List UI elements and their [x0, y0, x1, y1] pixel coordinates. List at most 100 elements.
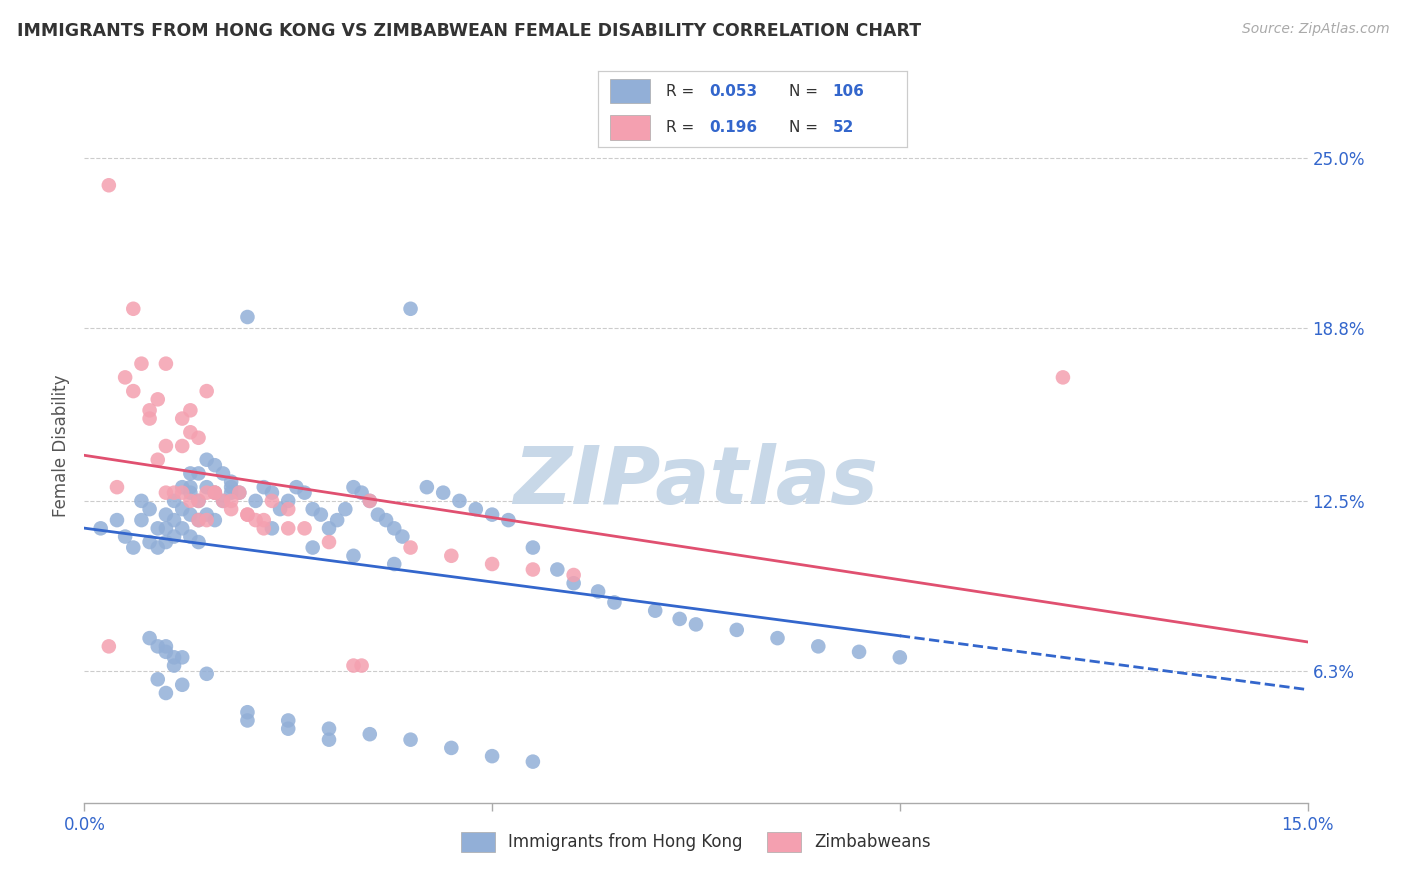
Point — [301, 502, 323, 516]
Point — [522, 562, 544, 576]
Point — [228, 485, 250, 500]
Point — [131, 513, 153, 527]
Point — [440, 549, 463, 563]
Point — [301, 541, 323, 555]
Point — [498, 513, 520, 527]
Point — [668, 612, 690, 626]
Point — [187, 467, 209, 481]
Point — [342, 480, 364, 494]
Point — [219, 480, 242, 494]
Point — [522, 755, 544, 769]
Point — [155, 645, 177, 659]
Point — [522, 541, 544, 555]
Point — [342, 549, 364, 563]
Point — [546, 562, 568, 576]
Point — [195, 508, 218, 522]
Point — [367, 508, 389, 522]
Point — [155, 535, 177, 549]
Point — [685, 617, 707, 632]
Point — [245, 494, 267, 508]
Point — [155, 357, 177, 371]
Point — [219, 475, 242, 489]
Point — [318, 535, 340, 549]
Point — [277, 714, 299, 728]
Point — [146, 673, 169, 687]
Point — [236, 705, 259, 719]
Point — [105, 513, 128, 527]
Point — [350, 485, 373, 500]
Point — [146, 541, 169, 555]
Point — [359, 494, 381, 508]
Text: IMMIGRANTS FROM HONG KONG VS ZIMBABWEAN FEMALE DISABILITY CORRELATION CHART: IMMIGRANTS FROM HONG KONG VS ZIMBABWEAN … — [17, 22, 921, 40]
Point — [481, 557, 503, 571]
Point — [187, 494, 209, 508]
Point — [172, 678, 194, 692]
Point — [481, 508, 503, 522]
Point — [1052, 370, 1074, 384]
Point — [187, 494, 209, 508]
Point — [326, 513, 349, 527]
Text: 0.053: 0.053 — [709, 84, 756, 99]
Point — [449, 494, 471, 508]
Point — [269, 502, 291, 516]
Point — [155, 521, 177, 535]
Point — [253, 480, 276, 494]
Point — [382, 521, 405, 535]
FancyBboxPatch shape — [610, 79, 650, 103]
Point — [179, 467, 201, 481]
Point — [440, 740, 463, 755]
Point — [97, 178, 120, 193]
Text: 0.196: 0.196 — [709, 120, 756, 135]
Point — [122, 384, 145, 398]
Point — [889, 650, 911, 665]
Point — [416, 480, 439, 494]
Text: N =: N = — [789, 84, 818, 99]
Point — [155, 439, 177, 453]
Point — [236, 508, 259, 522]
Point — [212, 494, 235, 508]
Point — [236, 508, 259, 522]
Point — [399, 541, 422, 555]
Point — [562, 568, 585, 582]
Point — [131, 494, 153, 508]
Point — [277, 494, 299, 508]
Point — [375, 513, 398, 527]
Point — [562, 576, 585, 591]
Point — [335, 502, 357, 516]
Point — [236, 714, 259, 728]
Point — [294, 485, 316, 500]
Point — [146, 521, 169, 535]
Point — [179, 485, 201, 500]
Point — [603, 595, 626, 609]
Point — [90, 521, 112, 535]
Point — [195, 666, 218, 681]
Point — [219, 485, 242, 500]
Point — [187, 431, 209, 445]
Point — [204, 485, 226, 500]
Point — [172, 439, 194, 453]
Point — [294, 521, 316, 535]
Point — [172, 485, 194, 500]
Point — [195, 480, 218, 494]
Point — [187, 513, 209, 527]
Point — [481, 749, 503, 764]
Text: 106: 106 — [832, 84, 865, 99]
Point — [122, 541, 145, 555]
Point — [382, 557, 405, 571]
Point — [204, 513, 226, 527]
Point — [245, 513, 267, 527]
Point — [807, 640, 830, 654]
Point — [122, 301, 145, 316]
Point — [725, 623, 748, 637]
Point — [172, 411, 194, 425]
Point — [155, 640, 177, 654]
Point — [359, 494, 381, 508]
Point — [138, 631, 160, 645]
Point — [228, 485, 250, 500]
Point — [114, 530, 136, 544]
Point — [253, 521, 276, 535]
Point — [342, 658, 364, 673]
Point — [163, 530, 186, 544]
Point — [318, 521, 340, 535]
Point — [277, 521, 299, 535]
